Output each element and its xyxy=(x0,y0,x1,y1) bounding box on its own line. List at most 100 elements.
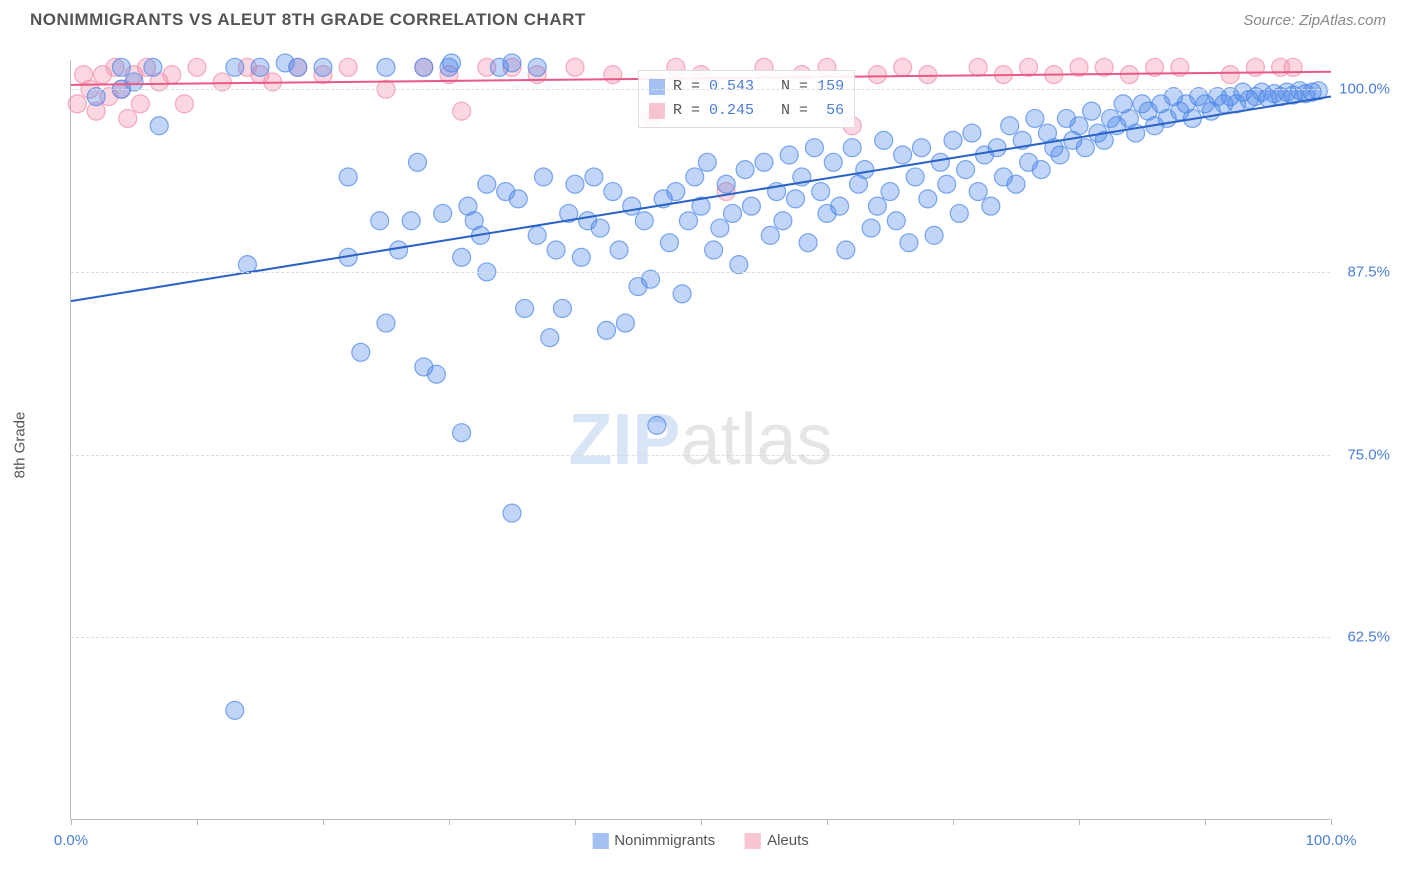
data-point xyxy=(251,58,269,76)
data-point xyxy=(742,197,760,215)
data-point xyxy=(623,197,641,215)
data-point xyxy=(188,58,206,76)
data-point xyxy=(661,234,679,252)
data-point xyxy=(371,212,389,230)
data-point xyxy=(339,58,357,76)
data-point xyxy=(881,183,899,201)
x-tick-label: 100.0% xyxy=(1306,832,1357,849)
data-point xyxy=(453,248,471,266)
data-point xyxy=(1246,58,1264,76)
y-tick-label: 75.0% xyxy=(1347,446,1390,463)
data-point xyxy=(415,58,433,76)
data-point xyxy=(774,212,792,230)
data-point xyxy=(925,226,943,244)
data-point xyxy=(119,109,137,127)
x-tick xyxy=(827,819,828,825)
data-point xyxy=(805,139,823,157)
data-point xyxy=(1032,161,1050,179)
gridline xyxy=(71,637,1330,638)
data-point xyxy=(919,190,937,208)
data-point xyxy=(409,153,427,171)
data-point xyxy=(969,58,987,76)
data-point xyxy=(616,314,634,332)
data-point xyxy=(673,285,691,303)
data-point xyxy=(1020,58,1038,76)
data-point xyxy=(509,190,527,208)
data-point xyxy=(730,256,748,274)
data-point xyxy=(919,66,937,84)
data-point xyxy=(711,219,729,237)
scatter-svg xyxy=(71,60,1330,819)
legend-stat-text: R = 0.245 N = 56 xyxy=(673,99,844,123)
data-point xyxy=(667,183,685,201)
y-tick-label: 100.0% xyxy=(1339,81,1390,98)
y-tick-label: 87.5% xyxy=(1347,263,1390,280)
data-point xyxy=(547,241,565,259)
data-point xyxy=(566,58,584,76)
legend-swatch xyxy=(649,79,665,95)
y-axis-label: 8th Grade xyxy=(12,412,29,479)
data-point xyxy=(1076,139,1094,157)
data-point xyxy=(339,168,357,186)
legend-label: Nonimmigrants xyxy=(614,832,715,849)
data-point xyxy=(604,66,622,84)
data-point xyxy=(856,161,874,179)
data-point xyxy=(553,299,571,317)
x-tick xyxy=(1331,819,1332,825)
data-point xyxy=(503,504,521,522)
data-point xyxy=(1284,58,1302,76)
data-point xyxy=(642,270,660,288)
x-tick xyxy=(323,819,324,825)
data-point xyxy=(982,197,1000,215)
x-tick xyxy=(701,819,702,825)
x-tick xyxy=(1079,819,1080,825)
y-tick-label: 62.5% xyxy=(1347,629,1390,646)
data-point xyxy=(112,58,130,76)
data-point xyxy=(705,241,723,259)
data-point xyxy=(144,58,162,76)
legend-label: Aleuts xyxy=(767,832,809,849)
data-point xyxy=(478,175,496,193)
data-point xyxy=(1026,109,1044,127)
source-attribution: Source: ZipAtlas.com xyxy=(1243,12,1386,29)
data-point xyxy=(686,168,704,186)
data-point xyxy=(1221,66,1239,84)
legend-item-aleuts: Aleuts xyxy=(745,832,809,849)
data-point xyxy=(837,241,855,259)
data-point xyxy=(648,416,666,434)
data-point xyxy=(314,58,332,76)
legend-swatch xyxy=(592,833,608,849)
data-point xyxy=(988,139,1006,157)
legend-row-nonimmigrants: R = 0.543 N = 159 xyxy=(649,75,844,99)
data-point xyxy=(566,175,584,193)
data-point xyxy=(175,95,193,113)
data-point xyxy=(938,175,956,193)
data-point xyxy=(427,365,445,383)
data-point xyxy=(887,212,905,230)
series-legend: Nonimmigrants Aleuts xyxy=(592,832,809,849)
data-point xyxy=(377,58,395,76)
data-point xyxy=(572,248,590,266)
data-point xyxy=(698,153,716,171)
legend-row-aleuts: R = 0.245 N = 56 xyxy=(649,99,844,123)
data-point xyxy=(443,54,461,72)
legend-swatch xyxy=(745,833,761,849)
data-point xyxy=(868,197,886,215)
legend-swatch xyxy=(649,103,665,119)
data-point xyxy=(289,58,307,76)
data-point xyxy=(598,321,616,339)
data-point xyxy=(528,58,546,76)
x-tick xyxy=(1205,819,1206,825)
data-point xyxy=(931,153,949,171)
chart-title: NONIMMIGRANTS VS ALEUT 8TH GRADE CORRELA… xyxy=(30,10,586,30)
data-point xyxy=(761,226,779,244)
data-point xyxy=(604,183,622,201)
data-point xyxy=(1070,117,1088,135)
data-point xyxy=(541,329,559,347)
data-point xyxy=(390,241,408,259)
data-point xyxy=(894,146,912,164)
x-tick xyxy=(71,819,72,825)
data-point xyxy=(131,95,149,113)
data-point xyxy=(957,161,975,179)
x-tick-label: 0.0% xyxy=(54,832,88,849)
